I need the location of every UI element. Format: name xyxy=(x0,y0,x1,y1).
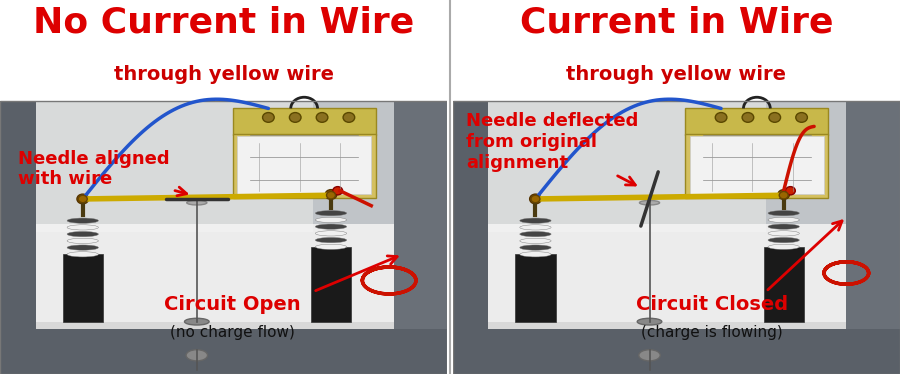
Ellipse shape xyxy=(768,217,799,223)
Ellipse shape xyxy=(315,244,346,249)
Text: through yellow wire: through yellow wire xyxy=(566,65,787,85)
Circle shape xyxy=(779,191,788,199)
Circle shape xyxy=(263,113,274,122)
Circle shape xyxy=(290,113,301,122)
Ellipse shape xyxy=(68,232,98,237)
Circle shape xyxy=(76,194,88,204)
Bar xyxy=(489,322,846,337)
Ellipse shape xyxy=(639,200,660,205)
Text: through yellow wire: through yellow wire xyxy=(113,65,334,85)
Ellipse shape xyxy=(639,350,661,361)
Ellipse shape xyxy=(520,225,551,230)
FancyBboxPatch shape xyxy=(237,136,372,194)
Circle shape xyxy=(529,194,541,204)
FancyBboxPatch shape xyxy=(310,247,351,322)
Ellipse shape xyxy=(184,318,209,325)
Ellipse shape xyxy=(68,245,98,250)
Ellipse shape xyxy=(68,238,98,243)
Ellipse shape xyxy=(315,224,346,229)
FancyBboxPatch shape xyxy=(232,134,375,198)
Ellipse shape xyxy=(315,237,346,243)
Bar xyxy=(489,224,846,329)
Text: (charge is flowing): (charge is flowing) xyxy=(642,325,783,340)
Circle shape xyxy=(786,187,796,195)
Ellipse shape xyxy=(520,238,551,243)
Bar xyxy=(36,224,313,232)
Circle shape xyxy=(778,190,789,199)
FancyBboxPatch shape xyxy=(689,136,824,194)
FancyBboxPatch shape xyxy=(685,108,828,135)
Text: Current in Wire: Current in Wire xyxy=(519,6,833,40)
Ellipse shape xyxy=(68,252,98,257)
Bar xyxy=(453,329,900,374)
Ellipse shape xyxy=(68,225,98,230)
Ellipse shape xyxy=(186,350,208,361)
Circle shape xyxy=(716,113,727,122)
Circle shape xyxy=(769,113,780,122)
Bar xyxy=(313,101,393,232)
Ellipse shape xyxy=(315,211,346,216)
Ellipse shape xyxy=(637,318,662,325)
Bar xyxy=(36,322,393,337)
Ellipse shape xyxy=(768,244,799,249)
Circle shape xyxy=(742,113,753,122)
Ellipse shape xyxy=(520,232,551,237)
Circle shape xyxy=(531,195,540,203)
Bar xyxy=(393,101,447,374)
Ellipse shape xyxy=(768,231,799,236)
Circle shape xyxy=(316,113,328,122)
FancyBboxPatch shape xyxy=(63,254,103,322)
Circle shape xyxy=(333,187,343,195)
Bar xyxy=(489,224,766,232)
Ellipse shape xyxy=(315,231,346,236)
Bar xyxy=(0,329,447,374)
FancyBboxPatch shape xyxy=(516,254,555,322)
Circle shape xyxy=(325,190,337,199)
Circle shape xyxy=(327,191,336,199)
Bar xyxy=(36,101,393,232)
Ellipse shape xyxy=(186,200,207,205)
Ellipse shape xyxy=(520,245,551,250)
Bar xyxy=(766,101,846,232)
Ellipse shape xyxy=(768,211,799,216)
Text: Circuit Open: Circuit Open xyxy=(165,295,301,315)
FancyBboxPatch shape xyxy=(685,134,828,198)
Ellipse shape xyxy=(768,237,799,243)
FancyBboxPatch shape xyxy=(232,108,375,135)
Circle shape xyxy=(78,195,87,203)
FancyBboxPatch shape xyxy=(763,247,804,322)
Bar xyxy=(846,101,900,374)
Ellipse shape xyxy=(315,217,346,223)
Bar xyxy=(0,101,36,374)
Text: Needle deflected
from original
alignment: Needle deflected from original alignment xyxy=(466,112,638,185)
Ellipse shape xyxy=(68,218,98,223)
Ellipse shape xyxy=(520,252,551,257)
Circle shape xyxy=(796,113,807,122)
Ellipse shape xyxy=(768,224,799,229)
Text: Circuit Closed: Circuit Closed xyxy=(636,295,788,315)
Bar xyxy=(36,224,393,329)
Ellipse shape xyxy=(520,218,551,223)
Text: No Current in Wire: No Current in Wire xyxy=(33,6,414,40)
Bar xyxy=(453,101,489,374)
Text: Needle aligned
with wire: Needle aligned with wire xyxy=(18,150,186,196)
Circle shape xyxy=(343,113,355,122)
Text: (no charge flow): (no charge flow) xyxy=(170,325,295,340)
Bar xyxy=(0,101,447,374)
Bar xyxy=(489,101,846,232)
Bar xyxy=(453,101,900,374)
